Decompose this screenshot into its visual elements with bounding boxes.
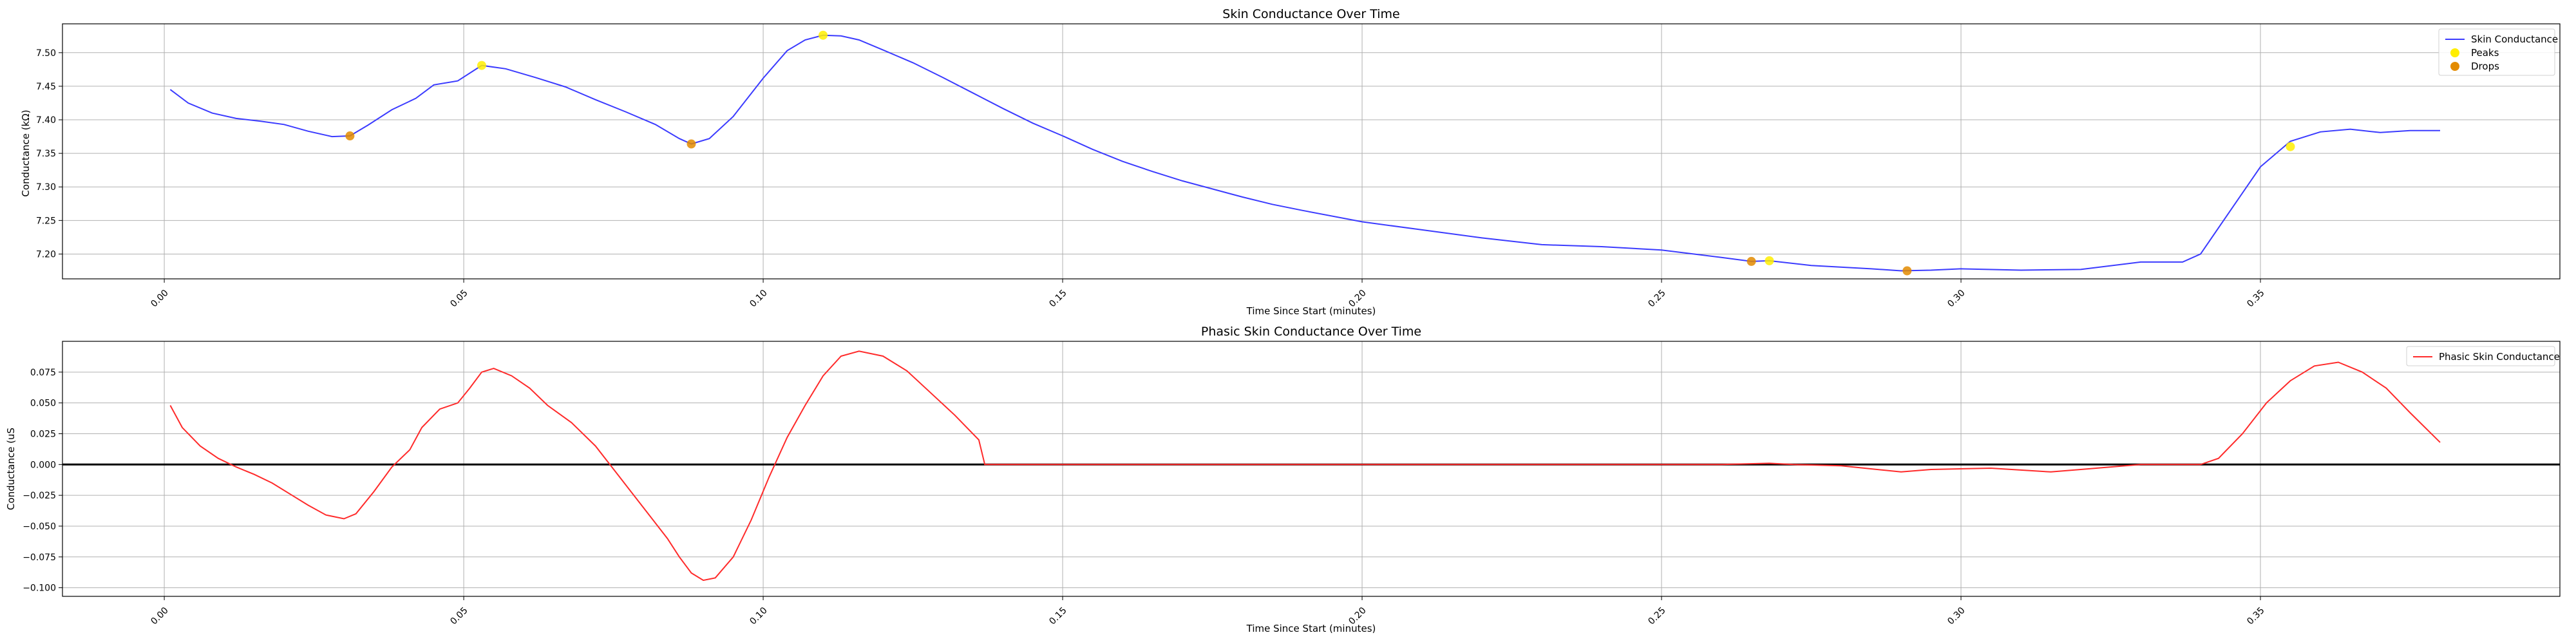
y-tick-label: −0.025 [23, 491, 56, 501]
chart-title: Skin Conductance Over Time [1222, 7, 1399, 21]
x-tick-label: 0.05 [448, 288, 469, 309]
x-tick-label: 0.30 [1946, 288, 1967, 309]
y-tick-label: 7.30 [36, 182, 56, 193]
y-tick-label: 0.075 [30, 368, 56, 378]
legend-label: Peaks [2471, 47, 2499, 59]
peaks-point [1765, 256, 1774, 265]
y-tick-label: −0.100 [23, 583, 56, 594]
x-tick-label: 0.10 [748, 288, 769, 309]
y-tick-label: 7.35 [36, 149, 56, 159]
y-tick-label: 7.40 [36, 115, 56, 126]
legend-label: Phasic Skin Conductance [2439, 351, 2560, 363]
peaks-point [2286, 142, 2295, 151]
x-tick-label: 0.10 [748, 605, 769, 627]
x-tick-label: 0.30 [1946, 605, 1967, 627]
y-tick-label: 0.025 [30, 429, 56, 439]
y-tick-label: 7.25 [36, 216, 56, 226]
y-tick-label: 7.20 [36, 249, 56, 260]
legend-box [2438, 28, 2555, 76]
phasic-skin-conductance-chart: Phasic Skin Conductance Over Time Time S… [5, 325, 2561, 634]
peaks-point [477, 61, 486, 70]
y-axis-label: Conductance (uS [5, 428, 17, 510]
x-axis-label: Time Since Start (minutes) [1246, 305, 1376, 317]
x-tick-label: 0.00 [149, 605, 170, 627]
x-tick-label: 0.15 [1047, 605, 1068, 627]
plot-frame [62, 23, 2561, 279]
y-tick-label: 7.50 [36, 48, 56, 59]
legend: Phasic Skin Conductance [2406, 346, 2560, 366]
x-tick-label: 0.35 [2245, 288, 2266, 309]
legend: Skin Conductance Peaks Drops [2438, 28, 2558, 76]
x-tick-label: 0.15 [1047, 288, 1068, 309]
x-tick-label: 0.25 [1646, 288, 1667, 309]
x-tick-label: 0.25 [1646, 605, 1667, 627]
drops-point [345, 131, 355, 141]
plot-frame [62, 341, 2561, 597]
drops-point [687, 139, 696, 149]
y-tick-label: −0.050 [23, 522, 56, 532]
x-tick-label: 0.35 [2245, 605, 2266, 627]
x-tick-label: 0.00 [149, 288, 170, 309]
x-axis-label: Time Since Start (minutes) [1246, 623, 1376, 634]
skin-conductance-chart: Skin Conductance Over Time Time Since St… [20, 7, 2561, 317]
drops-point [1747, 256, 1756, 266]
y-tick-label: −0.075 [23, 553, 56, 563]
legend-swatch-drops [2450, 62, 2459, 71]
y-tick-label: 0.050 [30, 399, 56, 409]
phasic-skin-conductance-line [169, 350, 2441, 582]
peaks-point [819, 30, 828, 40]
y-axis-label: Conductance (kΩ) [20, 109, 32, 196]
chart-title: Phasic Skin Conductance Over Time [1201, 325, 1421, 339]
legend-swatch-peaks [2450, 48, 2459, 57]
x-tick-label: 0.05 [448, 605, 469, 627]
y-tick-label: 0.000 [30, 460, 56, 470]
legend-label: Skin Conductance [2471, 33, 2558, 45]
drops-point [1902, 266, 1912, 276]
y-tick-label: 7.45 [36, 82, 56, 92]
legend-box [2406, 346, 2555, 366]
legend-label: Drops [2471, 61, 2499, 72]
skin-conductance-line [169, 34, 2440, 272]
